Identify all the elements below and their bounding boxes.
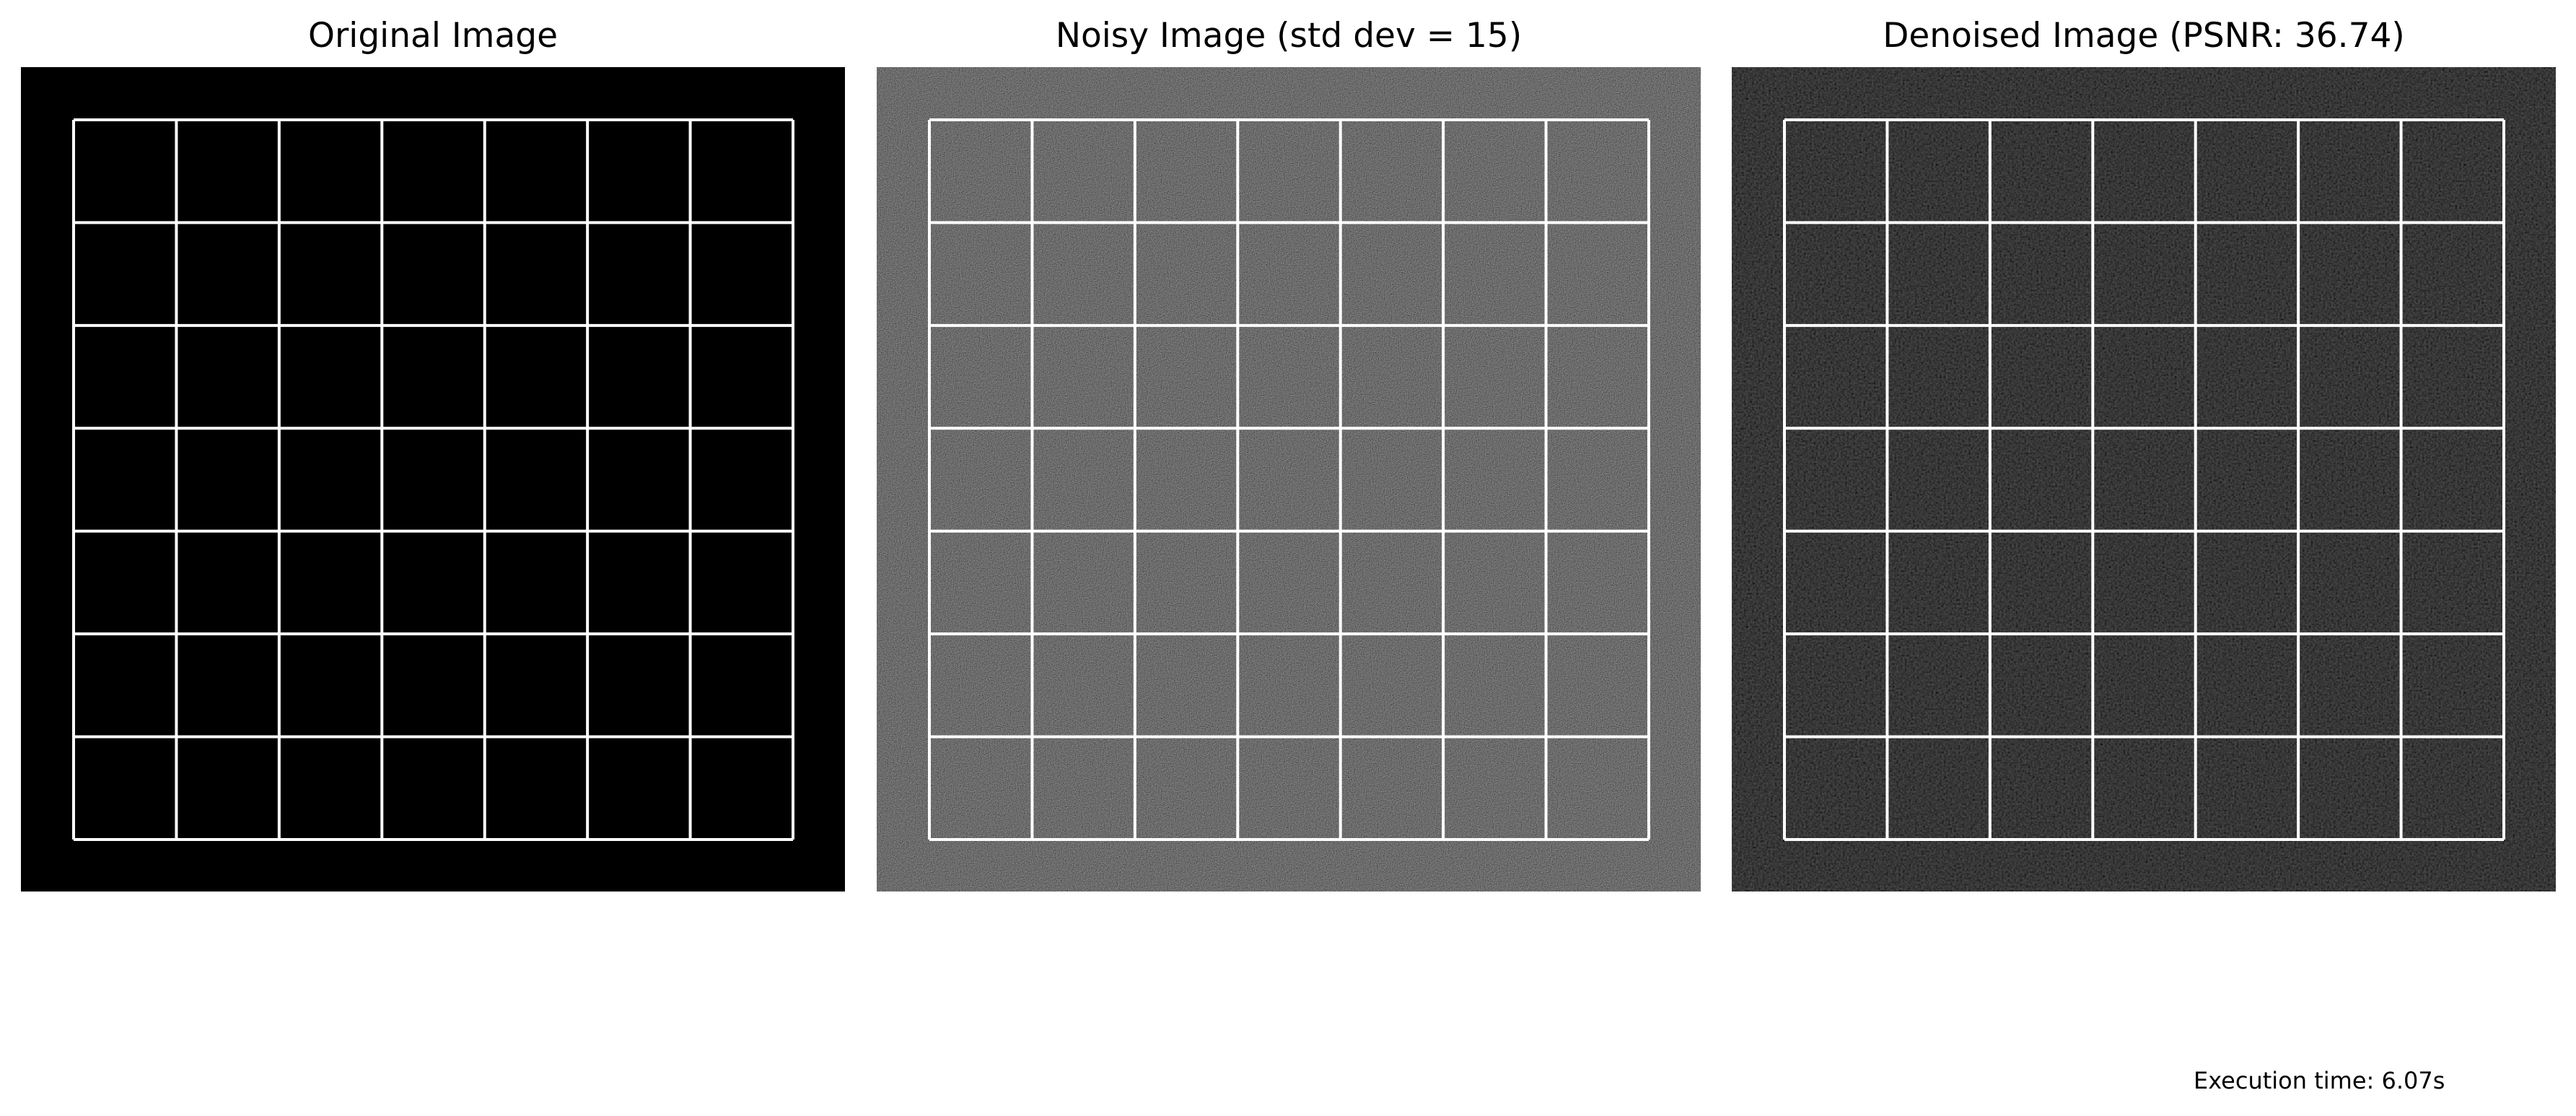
residual-noise-layer (1732, 67, 2556, 892)
denoised-image (1732, 67, 2556, 892)
denoised-grid (1783, 118, 2505, 841)
noisy-image-title: Noisy Image (std dev = 15) (1055, 16, 1523, 56)
original-grid (72, 118, 794, 841)
original-image-canvas (21, 67, 845, 892)
noise-layer (877, 67, 1701, 892)
denoised-image-canvas (1732, 67, 2556, 892)
noisy-image-canvas (877, 67, 1701, 892)
original-image-title: Original Image (307, 16, 558, 56)
noisy-image (877, 67, 1701, 892)
denoised-image-title: Denoised Image (PSNR: 36.74) (1883, 16, 2405, 56)
execution-time-label: Execution time: 6.07s (2194, 1067, 2445, 1094)
original-image (21, 67, 845, 892)
noisy-grid (928, 118, 1650, 841)
